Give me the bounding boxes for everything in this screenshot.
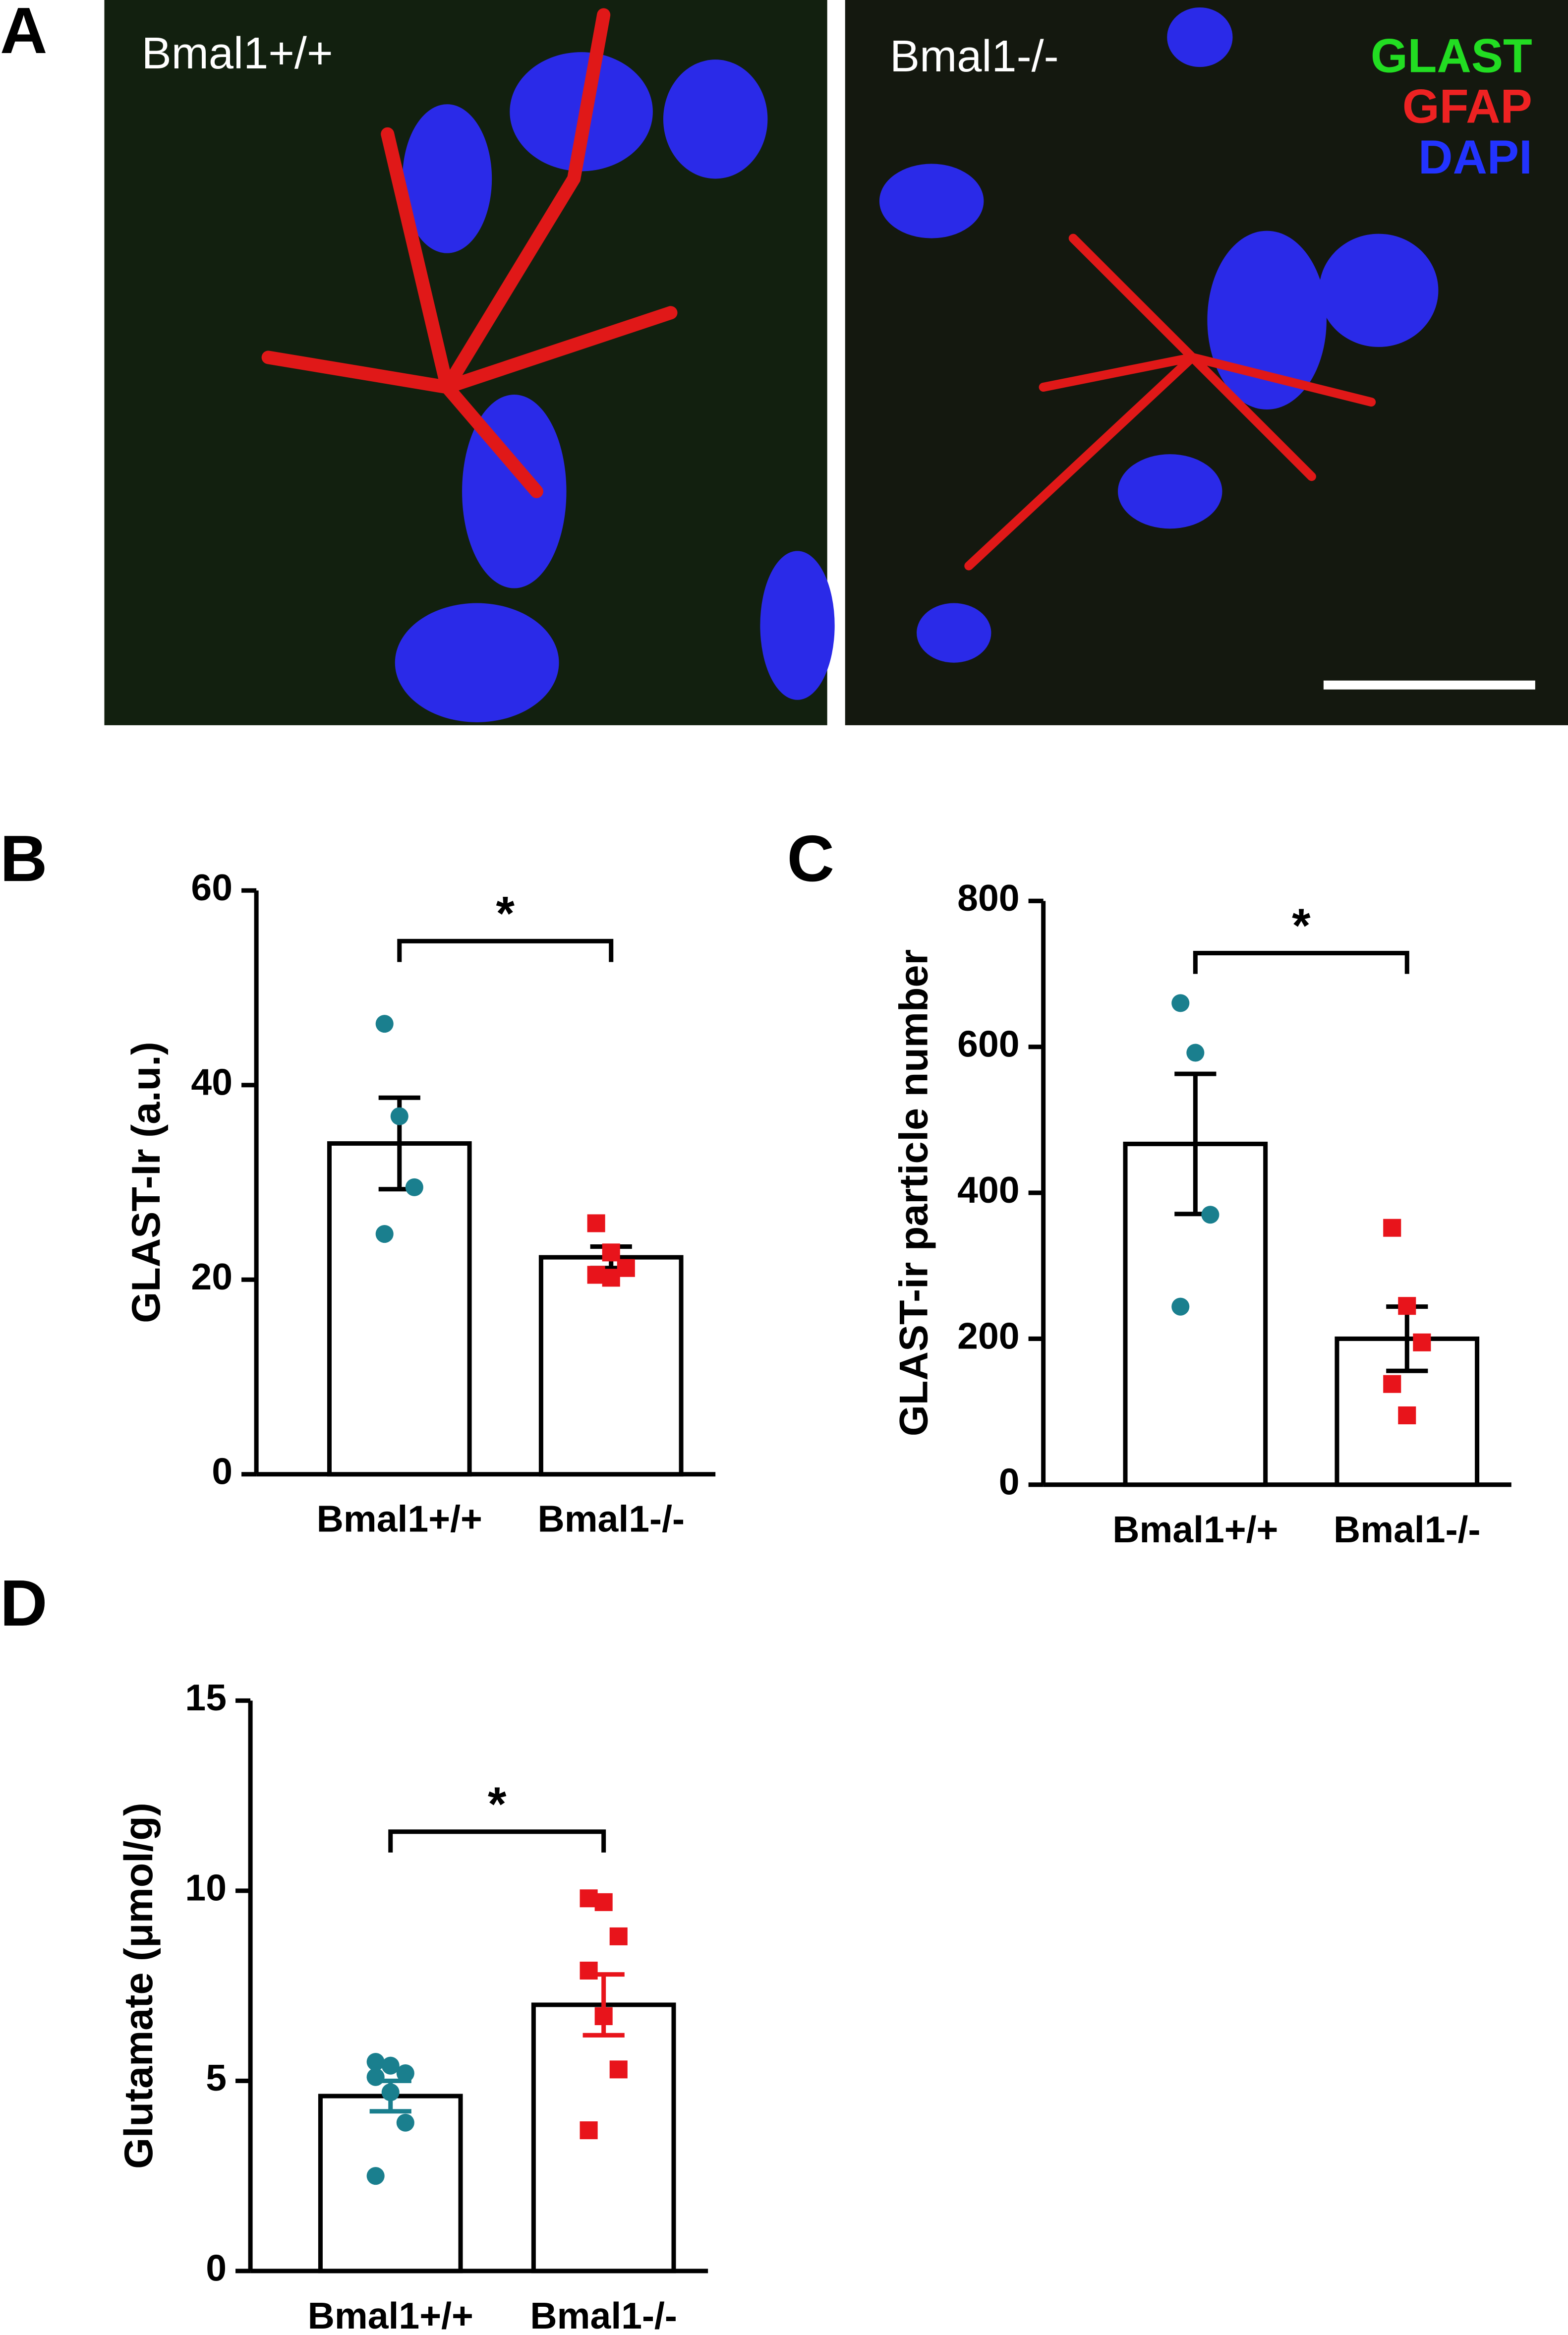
image-title: Bmal1-/-	[890, 31, 1059, 81]
panel-a-images	[104, 0, 1568, 725]
data-point	[375, 1225, 394, 1243]
y-tick-label: 5	[206, 2057, 227, 2099]
significance-bracket	[1193, 950, 1409, 974]
data-point	[1186, 1044, 1205, 1062]
data-point	[375, 1015, 394, 1033]
channel-label: GLAST	[1371, 30, 1532, 83]
x-tick-label: Bmal1+/+	[317, 1498, 482, 1540]
data-point	[580, 2121, 598, 2140]
scale-bar	[1323, 680, 1535, 690]
astrocyte-processes	[261, 8, 1376, 571]
y-tick-label: 60	[191, 867, 232, 908]
channel-label: GFAP	[1402, 80, 1532, 133]
y-tick-label: 15	[185, 1677, 227, 1718]
data-point	[594, 1893, 613, 1911]
data-point	[405, 1178, 423, 1196]
y-tick-label: 200	[957, 1315, 1019, 1356]
y-tick-label: 0	[999, 1461, 1020, 1503]
panel-label: C	[787, 822, 835, 895]
bar	[327, 1141, 472, 1477]
x-tick-label: Bmal1-/-	[1334, 1509, 1481, 1550]
y-axis-title: GLAST-Ir (a.u.)	[124, 1042, 169, 1323]
data-point	[390, 1107, 408, 1125]
data-point	[1171, 1297, 1190, 1316]
data-point	[381, 2056, 400, 2075]
data-point	[1413, 1333, 1431, 1351]
data-point	[587, 1214, 605, 1232]
data-point	[1398, 1297, 1416, 1315]
data-point	[366, 2068, 385, 2086]
significance-bracket	[397, 938, 614, 962]
bar	[531, 2002, 676, 2274]
significance-label: *	[1292, 899, 1311, 952]
y-tick-label: 40	[191, 1061, 232, 1103]
data-point	[1171, 994, 1190, 1012]
y-axis-title: GLAST-ir particle number	[892, 949, 936, 1436]
y-tick-label: 10	[185, 1867, 227, 1909]
x-tick-label: Bmal1+/+	[308, 2295, 473, 2335]
y-tick-label: 0	[206, 2247, 227, 2289]
x-tick-label: Bmal1-/-	[530, 2295, 677, 2335]
data-point	[1383, 1375, 1401, 1393]
data-point	[396, 2064, 414, 2083]
data-point	[602, 1269, 620, 1287]
significance-bracket	[388, 1829, 606, 1853]
data-point	[1383, 1219, 1401, 1237]
panel-label: D	[0, 1567, 48, 1640]
y-axis-title: Glutamate (μmol/g)	[116, 1803, 161, 2169]
data-point	[381, 2083, 400, 2102]
x-tick-label: Bmal1+/+	[1112, 1509, 1278, 1550]
bar	[538, 1255, 684, 1477]
channel-label: DAPI	[1418, 131, 1532, 184]
significance-label: *	[488, 1778, 507, 1831]
data-point	[1201, 1206, 1220, 1224]
image-title: Bmal1+/+	[142, 28, 333, 78]
data-point	[396, 2113, 414, 2132]
y-tick-label: 400	[957, 1169, 1019, 1211]
data-point	[366, 2167, 385, 2185]
significance-label: *	[496, 887, 515, 940]
data-point	[602, 1243, 620, 1262]
y-tick-label: 600	[957, 1023, 1019, 1065]
data-point	[1398, 1406, 1416, 1425]
bar	[318, 2094, 463, 2274]
data-point	[594, 2007, 613, 2025]
data-point	[609, 2060, 628, 2079]
nuclei	[395, 7, 1439, 722]
data-point	[366, 2052, 385, 2071]
data-point	[580, 1961, 598, 1980]
panel-label: A	[0, 0, 48, 67]
y-tick-label: 20	[191, 1256, 232, 1297]
y-tick-label: 0	[212, 1451, 232, 1492]
panel-label: B	[0, 822, 48, 895]
x-tick-label: Bmal1-/-	[537, 1498, 685, 1540]
y-tick-label: 800	[957, 877, 1019, 919]
data-point	[609, 1927, 628, 1945]
